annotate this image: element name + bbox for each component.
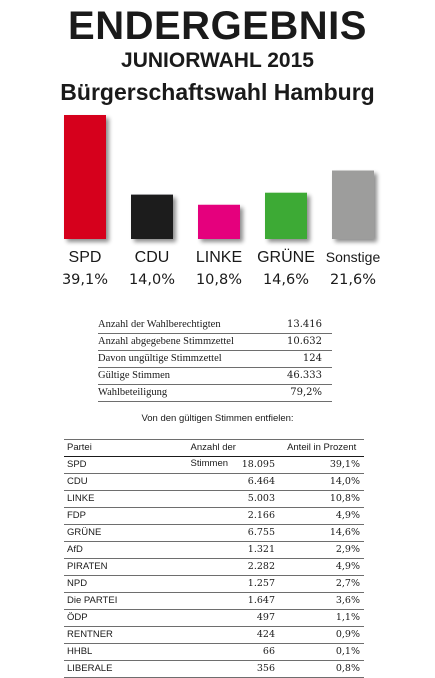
party-name: ÖDP <box>67 612 88 623</box>
vote-share: 2,9% <box>335 544 360 555</box>
party-name: PIRATEN <box>67 561 108 572</box>
party-name: LIBERALE <box>67 663 113 674</box>
vote-share: 3,6% <box>335 595 360 606</box>
party-name: CDU <box>67 476 88 487</box>
vote-share: 14,0% <box>329 476 360 487</box>
vote-count: 66 <box>262 646 275 657</box>
vote-share: 4,9% <box>335 510 360 521</box>
summary-label: Gültige Stimmen <box>98 370 171 381</box>
vote-count: 2.166 <box>247 510 275 521</box>
vote-share: 2,7% <box>335 578 360 589</box>
vote-share: 39,1% <box>329 459 360 470</box>
category-label-sonstige: Sonstige <box>326 249 381 265</box>
value-label-grüne: 14,6% <box>263 272 309 288</box>
results-table: Partei Anzahl der Stimmen Anteil in Prozen… <box>64 439 364 678</box>
summary-value: 124 <box>302 353 322 364</box>
summary-table: Anzahl der Wahlberechtigten 13.416 Anzahl … <box>98 317 332 402</box>
vote-share: 0,8% <box>335 663 360 674</box>
bar-grüne <box>265 192 307 239</box>
value-label-spd: 39,1% <box>62 272 108 288</box>
page-subtitle: JUNIORWAHL 2015 <box>121 49 314 72</box>
vote-count: 2.282 <box>247 561 275 572</box>
results-header-row: Partei Anzahl der Stimmen Anteil in Prozen… <box>64 439 364 469</box>
summary-label: Anzahl abgegebene Stimmzettel <box>98 336 234 347</box>
vote-count: 1.647 <box>247 595 275 606</box>
table-row: Die PARTEI 1.647 3,6% <box>64 593 364 610</box>
vote-share: 1,1% <box>335 612 360 623</box>
value-label-sonstige: 21,6% <box>330 272 376 288</box>
summary-value: 79,2% <box>290 387 322 398</box>
party-name: AfD <box>67 544 83 555</box>
vote-count: 1.321 <box>247 544 275 555</box>
vote-count: 18.095 <box>241 459 275 470</box>
bar-chart: SPD 39,1% CDU 14,0% LINKE 10,8% GRÜNE 14,6% Sons… <box>62 115 381 288</box>
vote-share: 0,9% <box>335 629 360 640</box>
vote-share: 10,8% <box>329 493 360 504</box>
value-label-linke: 10,8% <box>196 272 242 288</box>
summary-value: 13.416 <box>287 319 322 330</box>
vote-count: 6.755 <box>247 527 275 538</box>
table-row: AfD 1.321 2,9% <box>64 542 364 559</box>
vote-share: 0,1% <box>335 646 360 657</box>
table-row: LINKE 5.003 10,8% <box>64 491 364 508</box>
table-row: ÖDP 497 1,1% <box>64 610 364 627</box>
table-row: HHBL 66 0,1% <box>64 644 364 661</box>
vote-count: 1.257 <box>247 578 275 589</box>
summary-row: Davon ungültige Stimmzettel 124 <box>98 351 332 368</box>
column-header: Partei <box>67 442 92 453</box>
table-row: PIRATEN 2.282 4,9% <box>64 559 364 576</box>
summary-value: 46.333 <box>287 370 322 381</box>
table-row: NPD 1.257 2,7% <box>64 576 364 593</box>
vote-count: 6.464 <box>247 476 275 487</box>
vote-share: 4,9% <box>335 561 360 572</box>
table-row: FDP 2.166 4,9% <box>64 508 364 525</box>
bar-cdu <box>131 194 173 239</box>
summary-label: Wahlbeteiligung <box>98 387 168 398</box>
value-label-cdu: 14,0% <box>129 272 175 288</box>
vote-share: 14,6% <box>329 527 360 538</box>
table-row: SPD 18.095 39,1% <box>64 457 364 474</box>
category-label-cdu: CDU <box>135 249 170 266</box>
party-name: SPD <box>67 459 87 470</box>
summary-row: Anzahl abgegebene Stimmzettel 10.632 <box>98 334 332 351</box>
summary-label: Anzahl der Wahlberechtigten <box>98 319 221 330</box>
summary-label: Davon ungültige Stimmzettel <box>98 353 222 364</box>
table-row: GRÜNE 6.755 14,6% <box>64 525 364 542</box>
party-name: LINKE <box>67 493 95 504</box>
summary-row: Wahlbeteiligung 79,2% <box>98 385 332 402</box>
bar-sonstige <box>332 170 374 239</box>
vote-count: 356 <box>256 663 275 674</box>
bar-linke <box>198 204 240 239</box>
column-header: Anzahl der Stimmen <box>190 442 236 469</box>
party-name: RENTNER <box>67 629 113 640</box>
page-title: ENDERGEBNIS <box>68 4 367 48</box>
bar-spd <box>64 115 106 239</box>
summary-row: Anzahl der Wahlberechtigten 13.416 <box>98 317 332 334</box>
results-caption: Von den gültigen Stimmen entfielen: <box>141 413 294 424</box>
party-name: HHBL <box>67 646 93 657</box>
table-row: RENTNER 424 0,9% <box>64 627 364 644</box>
party-name: FDP <box>67 510 86 521</box>
election-name: Bürgerschaftswahl Hamburg <box>60 79 375 105</box>
column-header: Anteil in Prozent <box>287 442 357 453</box>
party-name: GRÜNE <box>67 527 102 538</box>
category-label-grüne: GRÜNE <box>257 248 315 266</box>
summary-row: Gültige Stimmen 46.333 <box>98 368 332 385</box>
summary-value: 10.632 <box>287 336 322 347</box>
table-row: LIBERALE 356 0,8% <box>64 661 364 678</box>
category-label-linke: LINKE <box>196 249 242 266</box>
category-label-spd: SPD <box>69 249 102 266</box>
vote-count: 424 <box>256 629 275 640</box>
party-name: NPD <box>67 578 88 589</box>
party-name: Die PARTEI <box>67 595 118 606</box>
vote-count: 5.003 <box>247 493 275 504</box>
vote-count: 497 <box>256 612 275 623</box>
table-row: CDU 6.464 14,0% <box>64 474 364 491</box>
